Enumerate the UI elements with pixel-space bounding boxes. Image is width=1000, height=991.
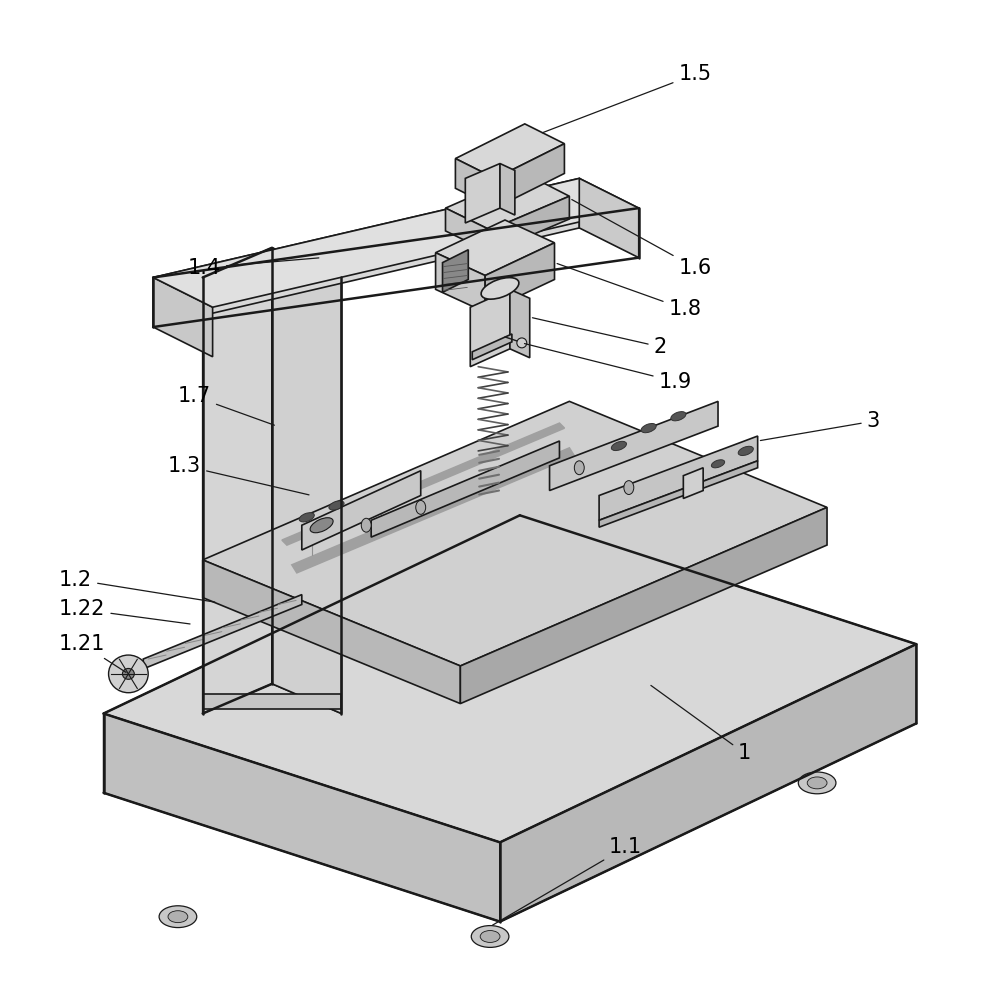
Polygon shape [455, 124, 564, 178]
Ellipse shape [168, 911, 188, 923]
Ellipse shape [611, 441, 626, 451]
Polygon shape [282, 423, 564, 545]
Ellipse shape [807, 777, 827, 789]
Polygon shape [445, 208, 490, 253]
Polygon shape [203, 248, 272, 714]
Polygon shape [203, 694, 341, 709]
Polygon shape [579, 178, 639, 258]
Polygon shape [460, 507, 827, 704]
Polygon shape [465, 164, 500, 223]
Ellipse shape [361, 518, 371, 532]
Circle shape [517, 338, 527, 348]
Text: 1.6: 1.6 [572, 199, 712, 277]
Text: 1.4: 1.4 [188, 258, 319, 277]
Ellipse shape [624, 481, 634, 495]
Ellipse shape [310, 517, 333, 533]
Polygon shape [104, 515, 916, 842]
Text: 1.2: 1.2 [59, 570, 215, 603]
Polygon shape [510, 289, 530, 358]
Polygon shape [143, 595, 302, 669]
Ellipse shape [641, 423, 656, 433]
Polygon shape [550, 401, 718, 491]
Ellipse shape [122, 668, 134, 680]
Text: 1: 1 [651, 686, 751, 763]
Polygon shape [203, 401, 827, 666]
Polygon shape [500, 644, 916, 922]
Text: 1.3: 1.3 [168, 456, 309, 495]
Polygon shape [153, 178, 579, 327]
Polygon shape [436, 253, 485, 312]
Ellipse shape [299, 512, 314, 522]
Text: 1.21: 1.21 [59, 634, 126, 672]
Ellipse shape [329, 500, 344, 510]
Polygon shape [472, 334, 512, 360]
Ellipse shape [738, 446, 753, 456]
Ellipse shape [471, 926, 509, 947]
Polygon shape [599, 461, 758, 527]
Ellipse shape [159, 906, 197, 928]
Polygon shape [153, 277, 213, 357]
Polygon shape [490, 196, 569, 253]
Text: 2: 2 [532, 318, 667, 357]
Polygon shape [445, 173, 569, 230]
Polygon shape [485, 243, 555, 312]
Text: 3: 3 [760, 411, 880, 441]
Polygon shape [470, 289, 510, 367]
Ellipse shape [711, 460, 725, 468]
Polygon shape [443, 250, 468, 292]
Ellipse shape [416, 500, 426, 514]
Ellipse shape [109, 655, 148, 693]
Polygon shape [436, 220, 555, 275]
Polygon shape [302, 471, 421, 550]
Polygon shape [153, 178, 639, 307]
Polygon shape [272, 248, 341, 714]
Polygon shape [371, 441, 559, 537]
Polygon shape [599, 436, 758, 520]
Ellipse shape [481, 277, 519, 299]
Ellipse shape [798, 772, 836, 794]
Text: 1.1: 1.1 [492, 837, 642, 926]
Polygon shape [500, 164, 515, 215]
Ellipse shape [574, 461, 584, 475]
Polygon shape [455, 159, 495, 208]
Polygon shape [272, 248, 341, 714]
Text: 1.7: 1.7 [178, 386, 274, 425]
Text: 1.5: 1.5 [542, 64, 712, 133]
Polygon shape [292, 448, 574, 573]
Polygon shape [203, 560, 460, 704]
Text: 1.22: 1.22 [59, 600, 190, 624]
Text: 1.9: 1.9 [524, 344, 692, 391]
Text: 1.8: 1.8 [557, 264, 701, 319]
Polygon shape [683, 468, 703, 498]
Ellipse shape [671, 411, 686, 421]
Ellipse shape [480, 931, 500, 942]
Polygon shape [495, 144, 564, 208]
Polygon shape [104, 714, 500, 922]
